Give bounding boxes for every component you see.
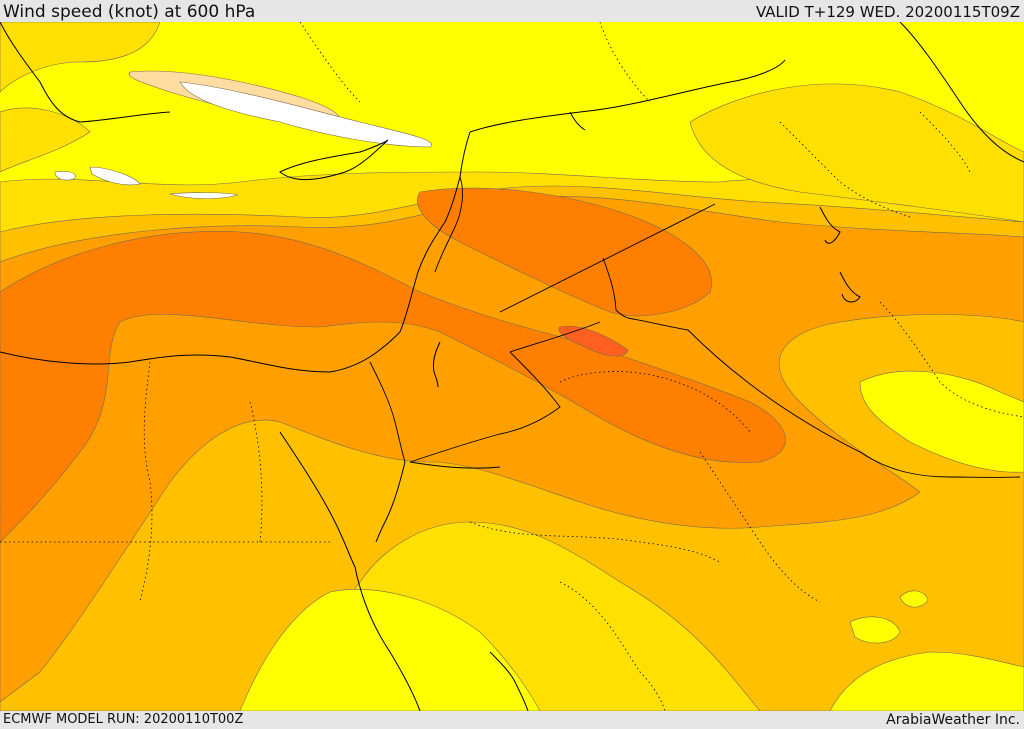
band-yellow-south-island-1 [849,616,901,644]
band-yellow-south-east [859,370,1024,473]
footer-bar: ECMWF MODEL RUN: 20200110T00Z ArabiaWeat… [0,711,1024,729]
band-white-small-3 [169,192,239,199]
band-light-gold-nw [0,22,161,93]
band-light-gold-w [0,107,91,173]
wind-speed-map[interactable] [0,22,1024,711]
band-red-orange [558,325,629,357]
band-white-small-2 [54,170,76,181]
header-bar: Wind speed (knot) at 600 hPa VALID T+129… [0,0,1024,22]
map-title: Wind speed (knot) at 600 hPa [3,2,256,22]
band-dark-orange [0,231,786,543]
valid-time: VALID T+129 WED. 20200115T09Z [755,3,1020,21]
province-borders [0,22,1024,711]
band-yellow-se [829,651,1024,711]
country-borders [369,176,1021,478]
band-white [179,81,432,148]
coastlines [0,22,1024,711]
band-white-small-1 [89,166,141,186]
credit: ArabiaWeather Inc. [886,712,1020,728]
band-yellow-south [239,589,541,711]
model-run: ECMWF MODEL RUN: 20200110T00Z [3,712,244,727]
band-dark-orange-ne [417,187,712,317]
band-yellow-south-island-2 [899,590,929,608]
